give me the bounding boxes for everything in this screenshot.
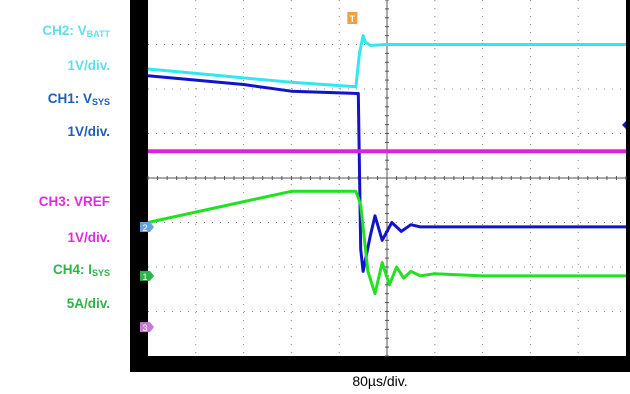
ch1-name-label: CH1: VSYS xyxy=(48,91,110,107)
ch3-scale-label: 1V/div. xyxy=(67,230,110,245)
scope-traces xyxy=(147,34,626,296)
ch4-name: CH4: I xyxy=(52,262,92,277)
channel-marker-label: 2 xyxy=(142,223,147,233)
channel-marker xyxy=(140,322,154,333)
ch2-name-label: CH2: VBATT xyxy=(42,23,110,39)
ch2-scale-label: 1V/div. xyxy=(67,58,110,73)
ch4-sub: SYS xyxy=(91,268,110,278)
trace-4 xyxy=(147,189,626,296)
ch2-name: CH2: V xyxy=(42,23,87,38)
ch4-scale-label: 5A/div. xyxy=(66,296,110,311)
trace-2 xyxy=(147,74,626,273)
scope-grid xyxy=(147,0,627,357)
ch4-name-label: CH4: ISYS xyxy=(53,262,110,278)
oscilloscope-screen: 2 1 3 T xyxy=(130,0,630,372)
trigger-marker-label: T xyxy=(350,14,356,24)
ch1-name: CH1: V xyxy=(47,91,92,106)
scope-markers: 2 1 3 T xyxy=(140,12,626,333)
ch1-scale-label: 1V/div. xyxy=(67,124,110,139)
ch1-sub: SYS xyxy=(91,97,110,107)
channel-marker-label: 3 xyxy=(142,323,147,333)
ch3-name-label: CH3: VREF xyxy=(38,194,110,209)
trigger-marker xyxy=(347,12,358,24)
channel-marker xyxy=(140,221,154,232)
timebase-label: 80µs/div. xyxy=(352,373,408,389)
right-edge-marker xyxy=(622,121,626,129)
ch2-sub: BATT xyxy=(86,29,110,39)
channel-marker xyxy=(140,270,154,281)
trace-1 xyxy=(147,34,626,89)
channel-marker-label: 1 xyxy=(142,272,147,282)
